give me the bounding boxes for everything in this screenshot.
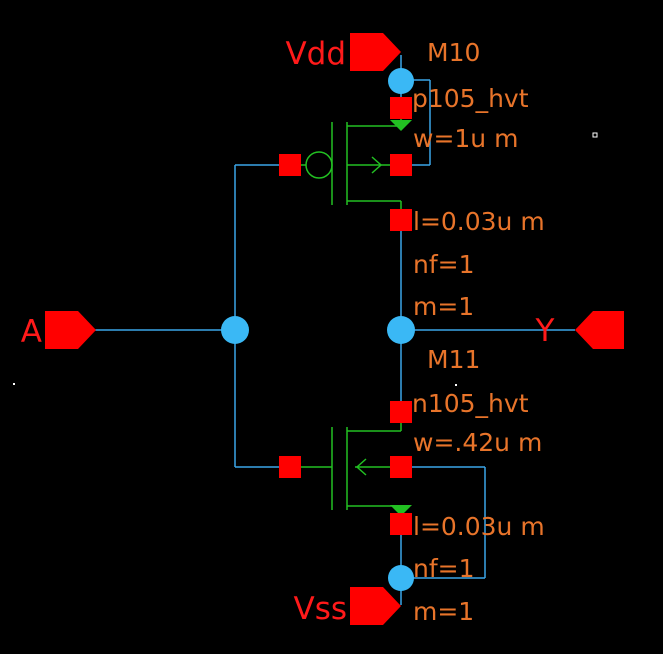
m10-width: w=1u m <box>413 124 518 153</box>
m10-source-terminal[interactable] <box>390 97 412 119</box>
junction-vss[interactable] <box>388 565 414 591</box>
m11-drain-terminal[interactable] <box>390 401 412 423</box>
junction-vdd[interactable] <box>388 68 414 94</box>
m10-instance-name[interactable]: M10 <box>427 38 480 67</box>
m11-model: n105_hvt <box>412 389 529 418</box>
junction-output[interactable] <box>387 316 415 344</box>
m11-parameters: M11 n105_hvt w=.42u m l=0.03u m nf=1 m=1 <box>412 345 545 626</box>
m11-source-triangle <box>390 505 412 516</box>
vdd-pin-label: Vdd <box>285 36 346 72</box>
m10-length: l=0.03u m <box>413 207 545 236</box>
m11-width: w=.42u m <box>413 428 542 457</box>
m11-bulk-terminal[interactable] <box>390 456 412 478</box>
terminals <box>279 97 412 535</box>
grid-dot <box>455 384 457 386</box>
m10-inversion-bubble <box>305 151 333 179</box>
m11-source-terminal[interactable] <box>390 513 412 535</box>
junction-gate[interactable] <box>221 316 249 344</box>
m10-pmos-symbol[interactable] <box>301 108 402 220</box>
m11-bulk-arrow <box>355 458 367 476</box>
vss-pin-label: Vss <box>293 591 347 627</box>
m11-nmos-symbol[interactable] <box>301 412 402 524</box>
m11-multiplier: m=1 <box>413 597 474 626</box>
m11-instance-name[interactable]: M11 <box>427 345 480 374</box>
m10-parameters: M10 p105_hvt w=1u m l=0.03u m nf=1 m=1 <box>412 38 545 321</box>
grid-marker <box>592 132 598 138</box>
grid-dot <box>13 383 15 385</box>
m11-nf: nf=1 <box>413 554 475 583</box>
vdd-pin-icon[interactable] <box>350 33 401 71</box>
input-a-pin-icon[interactable] <box>45 311 96 349</box>
m10-bulk-terminal[interactable] <box>390 154 412 176</box>
m10-source-triangle <box>390 120 412 131</box>
vss-pin-icon[interactable] <box>350 587 401 625</box>
output-y-pin-label: Y <box>535 313 555 349</box>
m11-length: l=0.03u m <box>413 512 545 541</box>
output-y-pin-icon[interactable] <box>575 311 624 349</box>
m10-drain-terminal[interactable] <box>390 209 412 231</box>
junctions <box>221 68 415 591</box>
m10-bulk-arrow <box>371 156 383 174</box>
input-a-pin-label: A <box>21 314 42 350</box>
m11-gate-terminal[interactable] <box>279 456 301 478</box>
m10-gate-terminal[interactable] <box>279 154 301 176</box>
m10-nf: nf=1 <box>413 250 475 279</box>
m10-multiplier: m=1 <box>413 292 474 321</box>
m10-model: p105_hvt <box>412 84 529 113</box>
